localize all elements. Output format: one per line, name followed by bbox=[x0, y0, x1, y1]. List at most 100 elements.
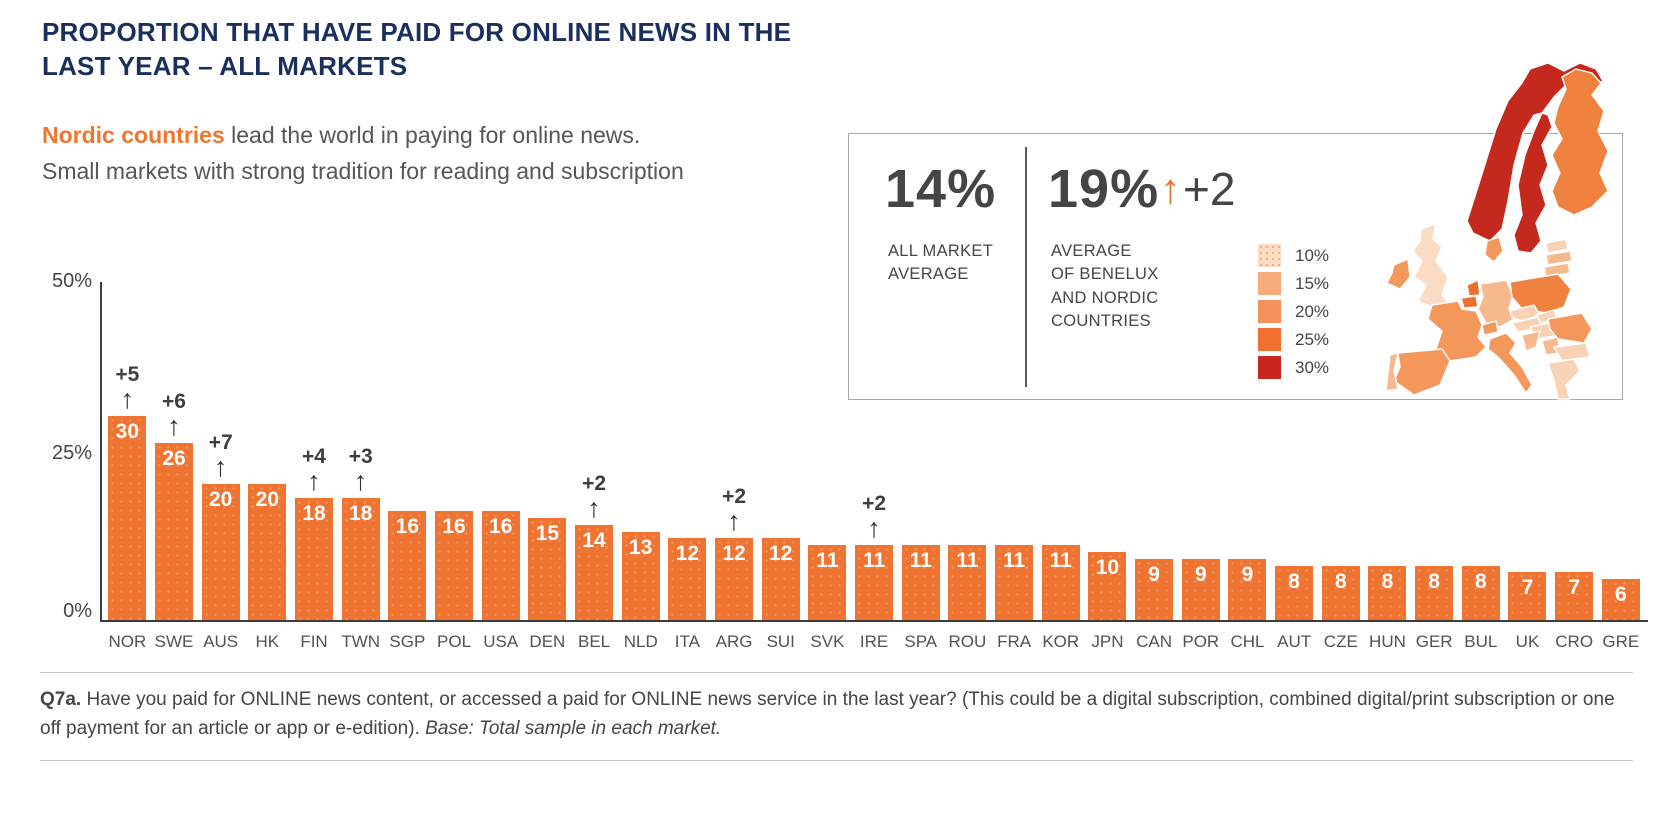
map-region-germany bbox=[1477, 279, 1515, 328]
bar-swe: 26 +6 ↑ bbox=[155, 390, 193, 620]
up-arrow-icon: ↑ bbox=[587, 493, 601, 524]
legend-swatch bbox=[1258, 300, 1281, 323]
bar-value: 12 bbox=[722, 542, 746, 565]
x-axis-line bbox=[100, 620, 1648, 622]
bar-bel: 14 +2 ↑ bbox=[575, 472, 614, 620]
bar-can: 9 bbox=[1135, 559, 1174, 620]
x-label-spa: SPA bbox=[904, 632, 938, 651]
bar-aut: 8 bbox=[1275, 566, 1314, 620]
bar-column-cro: 7 bbox=[1551, 280, 1598, 620]
bar-column-den: 15 bbox=[524, 280, 571, 620]
change-annotation: +6 ↑ bbox=[162, 390, 186, 440]
benelux-nordic-average-label: AVERAGE OF BENELUX AND NORDIC COUNTRIES bbox=[1051, 242, 1159, 331]
subtitle-line-2: Small markets with strong tradition for … bbox=[42, 157, 684, 184]
x-label-fra: FRA bbox=[997, 632, 1032, 651]
change-value: +7 bbox=[208, 431, 233, 455]
map-region-uk bbox=[1412, 223, 1451, 308]
y-tick-50: 50% bbox=[51, 270, 92, 292]
bar-value: 9 bbox=[1194, 563, 1207, 586]
map-region-portugal bbox=[1385, 352, 1399, 392]
bar-column-ire: 11 +2 ↑ bbox=[851, 280, 898, 620]
x-label-swe: SWE bbox=[154, 632, 194, 651]
bar-column-bel: 14 +2 ↑ bbox=[571, 280, 618, 620]
bar-column-sgp: 16 bbox=[384, 280, 431, 620]
bar-column-hun: 8 bbox=[1364, 280, 1411, 620]
map-region-greece bbox=[1547, 358, 1581, 400]
subtitle-highlight: Nordic countries bbox=[42, 122, 225, 148]
bar-value: 15 bbox=[535, 522, 560, 545]
bar-por: 9 bbox=[1181, 559, 1220, 620]
benelux-nordic-change: ↑ +2 bbox=[1160, 162, 1235, 216]
x-label-twn: TWN bbox=[341, 632, 381, 651]
bar-column-sui: 12 bbox=[757, 280, 804, 620]
map-region-ireland bbox=[1386, 258, 1411, 290]
legend-item: 20% bbox=[1258, 300, 1329, 323]
bar-value: 18 bbox=[302, 502, 326, 525]
bar-value: 10 bbox=[1095, 556, 1120, 579]
bar-value: 11 bbox=[1002, 549, 1026, 572]
map-region-finland bbox=[1551, 68, 1609, 216]
bar-column-aut: 8 bbox=[1271, 280, 1318, 620]
bar-value: 8 bbox=[1428, 570, 1440, 593]
x-label-rou: ROU bbox=[948, 632, 987, 651]
bar-twn: 18 +3 ↑ bbox=[341, 445, 380, 620]
change-annotation: +2 ↑ bbox=[862, 492, 886, 542]
x-label-ita: ITA bbox=[674, 632, 700, 651]
bar-cro: 7 bbox=[1555, 572, 1594, 620]
change-annotation: +4 ↑ bbox=[302, 445, 326, 495]
x-label-arg: ARG bbox=[715, 632, 753, 651]
bar-value: 11 bbox=[909, 549, 932, 572]
all-market-average-value: 14% bbox=[885, 159, 997, 219]
bar-rou: 11 bbox=[948, 545, 987, 620]
bar-value: 8 bbox=[1474, 570, 1487, 593]
subtitle: Nordic countries lead the world in payin… bbox=[42, 118, 684, 189]
map-region-lithuania bbox=[1543, 262, 1571, 278]
bar-value: 8 bbox=[1288, 570, 1300, 593]
map-region-denmark bbox=[1484, 236, 1504, 263]
bar-column-pol: 16 bbox=[431, 280, 478, 620]
bar-value: 11 bbox=[816, 549, 839, 572]
subtitle-rest: lead the world in paying for online news… bbox=[224, 122, 641, 148]
bar-pol: 16 bbox=[435, 511, 474, 620]
bar-value: 9 bbox=[1148, 563, 1160, 586]
bar-column-swe: 26 +6 ↑ bbox=[151, 280, 198, 620]
bar-value: 9 bbox=[1241, 563, 1254, 586]
bar-usa: 16 bbox=[481, 511, 520, 620]
x-label-uk: UK bbox=[1515, 632, 1540, 651]
bar-sgp: 16 bbox=[388, 511, 427, 620]
title-line-2: LAST YEAR – ALL MARKETS bbox=[42, 50, 408, 81]
change-value: +3 bbox=[348, 445, 373, 469]
bar-spa: 11 bbox=[901, 545, 940, 620]
change-value: +2 bbox=[722, 485, 747, 509]
legend-label: 10% bbox=[1295, 245, 1330, 265]
legend-item: 15% bbox=[1258, 272, 1329, 295]
bar-value: 11 bbox=[956, 549, 979, 572]
stats-divider bbox=[1025, 147, 1027, 387]
benelux-nordic-average-value: 19% bbox=[1048, 159, 1160, 219]
change-annotation: +2 ↑ bbox=[582, 472, 606, 522]
bar-value: 20 bbox=[255, 488, 280, 511]
bar-column-chl: 9 bbox=[1224, 280, 1271, 620]
bar-column-nld: 13 bbox=[617, 280, 664, 620]
bar-value: 26 bbox=[162, 447, 186, 470]
x-label-kor: KOR bbox=[1042, 632, 1080, 651]
x-label-aut: AUT bbox=[1277, 632, 1312, 651]
footnote-rule-bottom bbox=[40, 760, 1633, 761]
change-value: +6 bbox=[162, 390, 186, 414]
map-region-estonia bbox=[1545, 238, 1569, 254]
legend-swatch bbox=[1258, 272, 1281, 295]
bar-sui: 12 bbox=[761, 538, 800, 620]
bar-column-hk: 20 bbox=[244, 280, 291, 620]
bar-value: 7 bbox=[1568, 576, 1580, 599]
summary-stats-box bbox=[848, 133, 1623, 400]
legend-label: 20% bbox=[1295, 301, 1330, 321]
x-label-sui: SUI bbox=[766, 632, 795, 651]
change-value: +5 bbox=[115, 363, 140, 387]
bar-value: 13 bbox=[629, 536, 653, 559]
bar-arg: 12 +2 ↑ bbox=[715, 485, 754, 620]
bar-value: 18 bbox=[349, 502, 373, 525]
footnote-base: Base: Total sample in each market. bbox=[425, 717, 722, 739]
bar-column-rou: 11 bbox=[944, 280, 991, 620]
x-label-can: CAN bbox=[1136, 632, 1173, 651]
legend-swatch bbox=[1258, 356, 1281, 379]
